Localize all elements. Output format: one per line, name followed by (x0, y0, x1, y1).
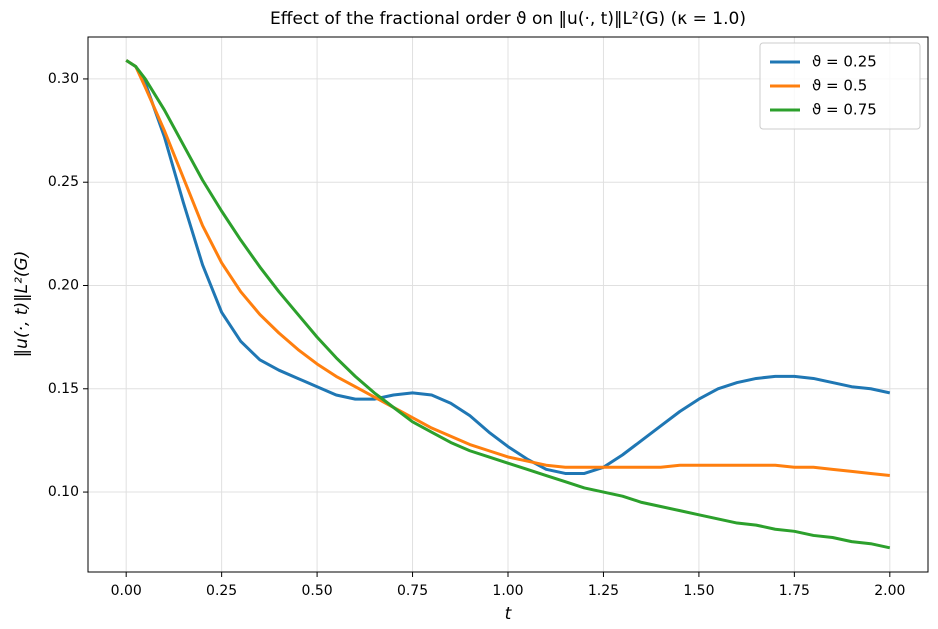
x-tick-label: 0.25 (206, 583, 237, 599)
y-tick-label: 0.10 (48, 484, 79, 500)
x-tick-label: 1.50 (683, 583, 714, 599)
x-tick-label: 1.75 (779, 583, 810, 599)
x-tick-label: 0.75 (397, 583, 428, 599)
x-tick-label: 0.00 (111, 583, 142, 599)
y-tick-label: 0.15 (48, 381, 79, 397)
x-axis-label: t (505, 604, 513, 624)
line (125, 59, 890, 478)
plot-frame (87, 36, 929, 573)
legend-box (759, 42, 921, 130)
y-axis-label: ‖u(·, t)‖L²(G) (12, 251, 32, 358)
x-tick-label: 1.00 (492, 583, 523, 599)
line (125, 59, 891, 475)
y-tick-label: 0.30 (48, 71, 79, 87)
x-tick-label: 2.00 (874, 583, 905, 599)
x-tick-label: 0.50 (302, 583, 333, 599)
legend-label: ϑ = 0.5 (812, 77, 867, 95)
legend-label: ϑ = 0.75 (812, 101, 877, 119)
chart-title: Effect of the fractional order ϑ on ‖u(·… (270, 9, 746, 29)
y-tick-label: 0.20 (48, 277, 79, 293)
line (125, 59, 891, 550)
y-tick-label: 0.25 (48, 174, 79, 190)
legend-label: ϑ = 0.25 (812, 53, 877, 71)
x-tick-label: 1.25 (588, 583, 619, 599)
